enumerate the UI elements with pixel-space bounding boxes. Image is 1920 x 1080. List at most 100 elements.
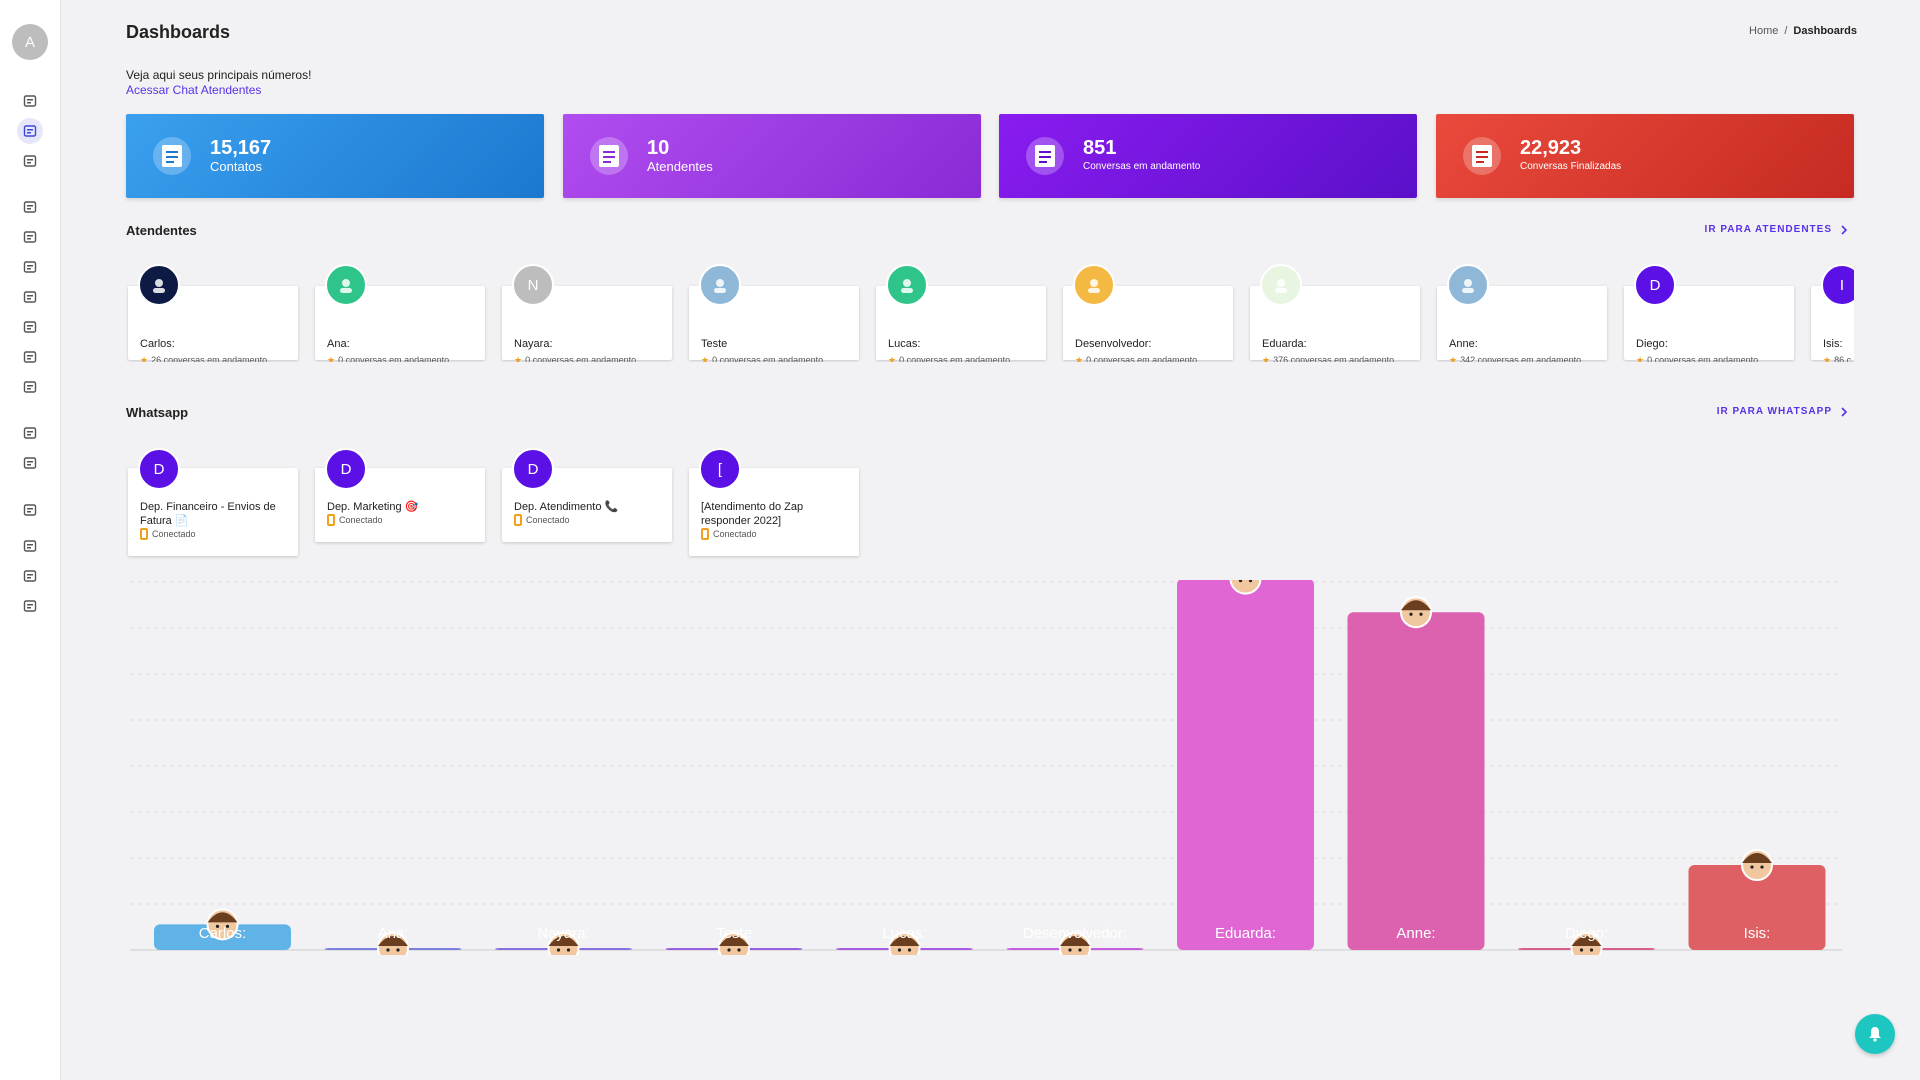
bar-avatar-icon bbox=[1570, 932, 1603, 955]
chart-bar-label: Lucas: bbox=[882, 925, 926, 942]
dashboard-icon[interactable] bbox=[17, 118, 43, 144]
users-icon[interactable] bbox=[20, 151, 40, 171]
stat-value: 851 bbox=[1083, 137, 1117, 159]
chart-bar-label: Eduarda: bbox=[1215, 925, 1276, 942]
intro-text: Veja aqui seus principais números! bbox=[126, 68, 312, 82]
attendant-name: Eduarda: bbox=[1262, 338, 1307, 350]
star-icon: ★ bbox=[1262, 355, 1271, 362]
chat-attendants-link[interactable]: Acessar Chat Atendentes bbox=[126, 83, 262, 97]
star-icon: ★ bbox=[1075, 355, 1084, 362]
attendant-conversations-text: 0 conversas em andamento bbox=[338, 355, 450, 362]
attendant-conversations-text: 26 conversas em andamento bbox=[151, 355, 268, 362]
notification-button[interactable] bbox=[1855, 1014, 1895, 1054]
connection-status-text: Conectado bbox=[526, 515, 570, 525]
stat-card-ongoing-conversations[interactable]: 851 Conversas em andamento bbox=[999, 114, 1417, 198]
whatsapp-icon[interactable] bbox=[20, 453, 40, 473]
attendant-conversations-text: 0 conversas em andamento bbox=[1086, 355, 1198, 362]
bell-icon bbox=[1869, 1027, 1881, 1042]
attendant-conversations: ★ 86 c bbox=[1823, 355, 1851, 362]
chart-bar-label: Diego: bbox=[1565, 925, 1608, 942]
attendant-conversations: ★ 0 conversas em andamento bbox=[701, 355, 823, 362]
attendant-name: Teste bbox=[701, 338, 728, 350]
attendants-title: Atendentes bbox=[126, 223, 197, 238]
connection-avatar: [ bbox=[699, 448, 741, 490]
stat-label: Conversas em andamento bbox=[1083, 161, 1201, 172]
bar-avatar-icon bbox=[1741, 849, 1773, 882]
attendant-name: Nayara: bbox=[514, 338, 553, 350]
chart-bar[interactable] bbox=[1347, 612, 1485, 950]
qrcode-icon[interactable] bbox=[20, 423, 40, 443]
chart-bar-label: Anne: bbox=[1396, 925, 1435, 942]
bar-avatar-icon bbox=[718, 932, 750, 955]
chart-bar-label: Teste bbox=[716, 925, 752, 942]
attendant-avatar bbox=[325, 264, 367, 306]
star-icon: ★ bbox=[1636, 355, 1645, 362]
stat-card-finished-conversations[interactable]: 22,923 Conversas Finalizadas bbox=[1436, 114, 1854, 198]
chart-bar-label: Ana: bbox=[378, 925, 409, 942]
bar-avatar-icon bbox=[1229, 580, 1262, 595]
attendant-avatar bbox=[1073, 264, 1115, 306]
stat-card-contacts[interactable]: 15,167 Contatos bbox=[126, 114, 544, 198]
connection-status: Conectado bbox=[514, 514, 570, 526]
stat-value: 15,167 bbox=[210, 137, 272, 159]
attendant-conversations: ★ 0 conversas em andamento bbox=[888, 355, 1010, 362]
attendants-icon bbox=[585, 132, 633, 180]
briefcase-icon[interactable] bbox=[20, 227, 40, 247]
star-icon: ★ bbox=[140, 355, 149, 362]
connection-status: Conectado bbox=[327, 514, 383, 526]
user-icon[interactable] bbox=[20, 257, 40, 277]
connection-status: Conectado bbox=[140, 528, 196, 540]
attendant-conversations: ★ 0 conversas em andamento bbox=[1636, 355, 1758, 362]
connection-name: Dep. Atendimento 📞 bbox=[514, 501, 619, 513]
calendar-icon[interactable] bbox=[20, 91, 40, 111]
attendant-conversations-text: 342 conversas em andamento bbox=[1460, 355, 1582, 362]
attendant-avatar bbox=[699, 264, 741, 306]
star-icon: ★ bbox=[888, 355, 897, 362]
go-to-attendants-label: IR PARA ATENDENTES bbox=[1704, 224, 1832, 235]
network-icon[interactable] bbox=[20, 500, 40, 520]
stat-card-attendants[interactable]: 10 Atendentes bbox=[563, 114, 981, 198]
attendant-name: Desenvolvedor: bbox=[1075, 338, 1152, 350]
star-icon: ★ bbox=[514, 355, 523, 362]
attendant-conversations: ★ 0 conversas em andamento bbox=[1075, 355, 1197, 362]
attendant-conversations-text: 0 conversas em andamento bbox=[1647, 355, 1759, 362]
chat-icon[interactable] bbox=[20, 197, 40, 217]
attendant-conversations: ★ 376 conversas em andamento bbox=[1262, 355, 1394, 362]
phone-icon bbox=[701, 528, 709, 540]
cloud-icon[interactable] bbox=[20, 596, 40, 616]
connection-status-text: Conectado bbox=[713, 529, 757, 539]
attendant-conversations-text: 0 conversas em andamento bbox=[525, 355, 637, 362]
book-icon[interactable] bbox=[20, 317, 40, 337]
chart-bar-label: Carlos: bbox=[199, 925, 247, 942]
go-to-whatsapp-link[interactable]: IR PARA WHATSAPP bbox=[1717, 406, 1848, 417]
attendants-list: Carlos: ★ 26 conversas em andamento Ana: ★ 0 … bbox=[126, 262, 1854, 362]
edit-icon[interactable] bbox=[20, 347, 40, 367]
phone-icon bbox=[140, 528, 148, 540]
phone-icon bbox=[514, 514, 522, 526]
chevron-right-icon bbox=[1841, 406, 1848, 417]
attendant-conversations: ★ 342 conversas em andamento bbox=[1449, 355, 1581, 362]
chart-bar-label: Nayara: bbox=[537, 925, 590, 942]
attendant-conversations: ★ 0 conversas em andamento bbox=[327, 355, 449, 362]
chart-icon[interactable] bbox=[20, 287, 40, 307]
gear-icon[interactable] bbox=[20, 377, 40, 397]
bar-avatar-icon bbox=[888, 932, 921, 955]
chart-bar[interactable] bbox=[1688, 865, 1826, 950]
whatsapp-title: Whatsapp bbox=[126, 405, 189, 420]
user-avatar[interactable]: A bbox=[12, 24, 48, 60]
stat-label: Conversas Finalizadas bbox=[1520, 161, 1622, 172]
attendant-conversations-text: 86 c bbox=[1834, 355, 1852, 362]
file-icon[interactable] bbox=[20, 566, 40, 586]
finished-conversations-icon bbox=[1458, 132, 1506, 180]
phone-icon bbox=[327, 514, 335, 526]
breadcrumb-home[interactable]: Home bbox=[1749, 25, 1779, 37]
page-title: Dashboards bbox=[126, 22, 231, 42]
account-icon[interactable] bbox=[20, 536, 40, 556]
go-to-attendants-link[interactable]: IR PARA ATENDENTES bbox=[1705, 224, 1848, 235]
attendant-name: Lucas: bbox=[888, 338, 921, 350]
bar-avatar-icon bbox=[547, 932, 580, 955]
chart-bar[interactable] bbox=[1177, 580, 1314, 950]
connection-avatar: D bbox=[512, 448, 554, 490]
attendant-name: Isis: bbox=[1823, 338, 1843, 350]
stat-label: Contatos bbox=[210, 159, 263, 174]
